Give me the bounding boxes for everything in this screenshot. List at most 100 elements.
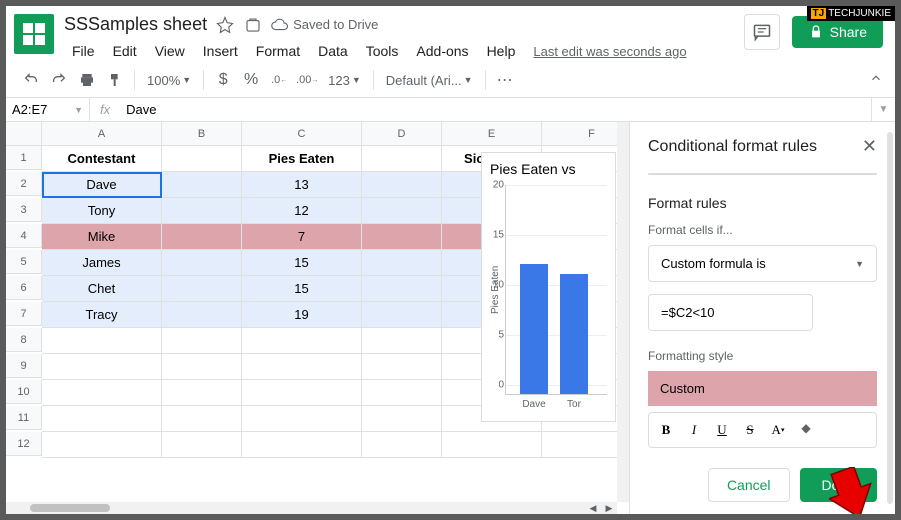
cell-C12[interactable] bbox=[242, 432, 362, 458]
doc-title[interactable]: SSSamples sheet bbox=[64, 14, 207, 35]
cell-C8[interactable] bbox=[242, 328, 362, 354]
row-header-5[interactable]: 5 bbox=[6, 250, 42, 274]
cell-D6[interactable] bbox=[362, 276, 442, 302]
row-header-1[interactable]: 1 bbox=[6, 146, 42, 170]
cell-E12[interactable] bbox=[442, 432, 542, 458]
menu-tools[interactable]: Tools bbox=[358, 39, 407, 63]
menu-addons[interactable]: Add-ons bbox=[408, 39, 476, 63]
cell-A7[interactable]: Tracy bbox=[42, 302, 162, 328]
menu-edit[interactable]: Edit bbox=[105, 39, 145, 63]
collapse-toolbar-button[interactable] bbox=[869, 71, 883, 90]
star-icon[interactable] bbox=[215, 15, 235, 35]
cell-D10[interactable] bbox=[362, 380, 442, 406]
col-header-E[interactable]: E bbox=[442, 122, 542, 146]
sheets-logo[interactable] bbox=[14, 14, 54, 54]
cell-D9[interactable] bbox=[362, 354, 442, 380]
cell-A12[interactable] bbox=[42, 432, 162, 458]
cancel-button[interactable]: Cancel bbox=[708, 468, 790, 502]
row-header-2[interactable]: 2 bbox=[6, 172, 42, 196]
row-header-11[interactable]: 11 bbox=[6, 406, 42, 430]
range-input[interactable] bbox=[648, 173, 877, 175]
cell-C1[interactable]: Pies Eaten bbox=[242, 146, 362, 172]
cell-A9[interactable] bbox=[42, 354, 162, 380]
formula-input[interactable]: =$C2<10 bbox=[648, 294, 813, 331]
name-box[interactable]: A2:E7 ▼ bbox=[6, 98, 90, 121]
cell-A2[interactable]: Dave bbox=[42, 172, 162, 198]
menu-data[interactable]: Data bbox=[310, 39, 356, 63]
percent-button[interactable]: % bbox=[238, 67, 264, 93]
zoom-select[interactable]: 100% ▼ bbox=[141, 73, 197, 88]
cell-C10[interactable] bbox=[242, 380, 362, 406]
cell-D11[interactable] bbox=[362, 406, 442, 432]
cell-B5[interactable] bbox=[162, 250, 242, 276]
close-icon[interactable]: ✕ bbox=[862, 136, 877, 157]
cell-A11[interactable] bbox=[42, 406, 162, 432]
col-header-D[interactable]: D bbox=[362, 122, 442, 146]
move-icon[interactable] bbox=[243, 15, 263, 35]
menu-format[interactable]: Format bbox=[248, 39, 308, 63]
cell-D8[interactable] bbox=[362, 328, 442, 354]
col-header-A[interactable]: A bbox=[42, 122, 162, 146]
cell-A8[interactable] bbox=[42, 328, 162, 354]
undo-button[interactable] bbox=[18, 67, 44, 93]
cell-D5[interactable] bbox=[362, 250, 442, 276]
menu-insert[interactable]: Insert bbox=[195, 39, 246, 63]
row-header-9[interactable]: 9 bbox=[6, 354, 42, 378]
chart[interactable]: Pies Eaten vs Pies Eaten 05101520DaveTor bbox=[481, 152, 616, 422]
cell-D7[interactable] bbox=[362, 302, 442, 328]
cell-D1[interactable] bbox=[362, 146, 442, 172]
cell-A4[interactable]: Mike bbox=[42, 224, 162, 250]
menu-help[interactable]: Help bbox=[479, 39, 524, 63]
col-header-B[interactable]: B bbox=[162, 122, 242, 146]
scroll-right[interactable]: ▶ bbox=[601, 502, 617, 514]
currency-button[interactable]: $ bbox=[210, 67, 236, 93]
font-select[interactable]: Default (Ari... ▼ bbox=[380, 73, 479, 88]
cell-B2[interactable] bbox=[162, 172, 242, 198]
cell-B4[interactable] bbox=[162, 224, 242, 250]
cell-B7[interactable] bbox=[162, 302, 242, 328]
last-edit-link[interactable]: Last edit was seconds ago bbox=[533, 44, 686, 59]
paint-format-button[interactable] bbox=[102, 67, 128, 93]
cell-B11[interactable] bbox=[162, 406, 242, 432]
cell-A1[interactable]: Contestant bbox=[42, 146, 162, 172]
row-header-7[interactable]: 7 bbox=[6, 302, 42, 326]
cell-C6[interactable]: 15 bbox=[242, 276, 362, 302]
row-header-6[interactable]: 6 bbox=[6, 276, 42, 300]
scrollbar-vertical[interactable] bbox=[617, 122, 629, 502]
scroll-thumb[interactable] bbox=[30, 504, 110, 512]
comments-button[interactable] bbox=[744, 14, 780, 50]
row-header-8[interactable]: 8 bbox=[6, 328, 42, 352]
scroll-left[interactable]: ◀ bbox=[585, 502, 601, 514]
cell-C11[interactable] bbox=[242, 406, 362, 432]
cell-D3[interactable] bbox=[362, 198, 442, 224]
increase-decimal-button[interactable]: .00→ bbox=[294, 67, 320, 93]
col-header-F[interactable]: F bbox=[542, 122, 629, 146]
text-color-button[interactable]: A▾ bbox=[767, 419, 789, 441]
row-header-4[interactable]: 4 bbox=[6, 224, 42, 248]
cell-A3[interactable]: Tony bbox=[42, 198, 162, 224]
save-status[interactable]: Saved to Drive bbox=[271, 16, 378, 34]
fill-color-button[interactable] bbox=[795, 419, 817, 441]
cell-C7[interactable]: 19 bbox=[242, 302, 362, 328]
formula-input[interactable]: Dave bbox=[120, 102, 871, 117]
cell-F12[interactable] bbox=[542, 432, 629, 458]
cell-C5[interactable]: 15 bbox=[242, 250, 362, 276]
cell-B9[interactable] bbox=[162, 354, 242, 380]
cell-C4[interactable]: 7 bbox=[242, 224, 362, 250]
italic-button[interactable]: I bbox=[683, 419, 705, 441]
row-header-3[interactable]: 3 bbox=[6, 198, 42, 222]
scrollbar-horizontal[interactable]: ◀ ▶ bbox=[6, 502, 617, 514]
bold-button[interactable]: B bbox=[655, 419, 677, 441]
strikethrough-button[interactable]: S bbox=[739, 419, 761, 441]
cell-B6[interactable] bbox=[162, 276, 242, 302]
cell-B1[interactable] bbox=[162, 146, 242, 172]
row-header-10[interactable]: 10 bbox=[6, 380, 42, 404]
cell-B12[interactable] bbox=[162, 432, 242, 458]
condition-select[interactable]: Custom formula is ▼ bbox=[648, 245, 877, 282]
row-header-12[interactable]: 12 bbox=[6, 432, 42, 456]
print-button[interactable] bbox=[74, 67, 100, 93]
cell-D12[interactable] bbox=[362, 432, 442, 458]
cell-D4[interactable] bbox=[362, 224, 442, 250]
cell-A5[interactable]: James bbox=[42, 250, 162, 276]
menu-file[interactable]: File bbox=[64, 39, 103, 63]
